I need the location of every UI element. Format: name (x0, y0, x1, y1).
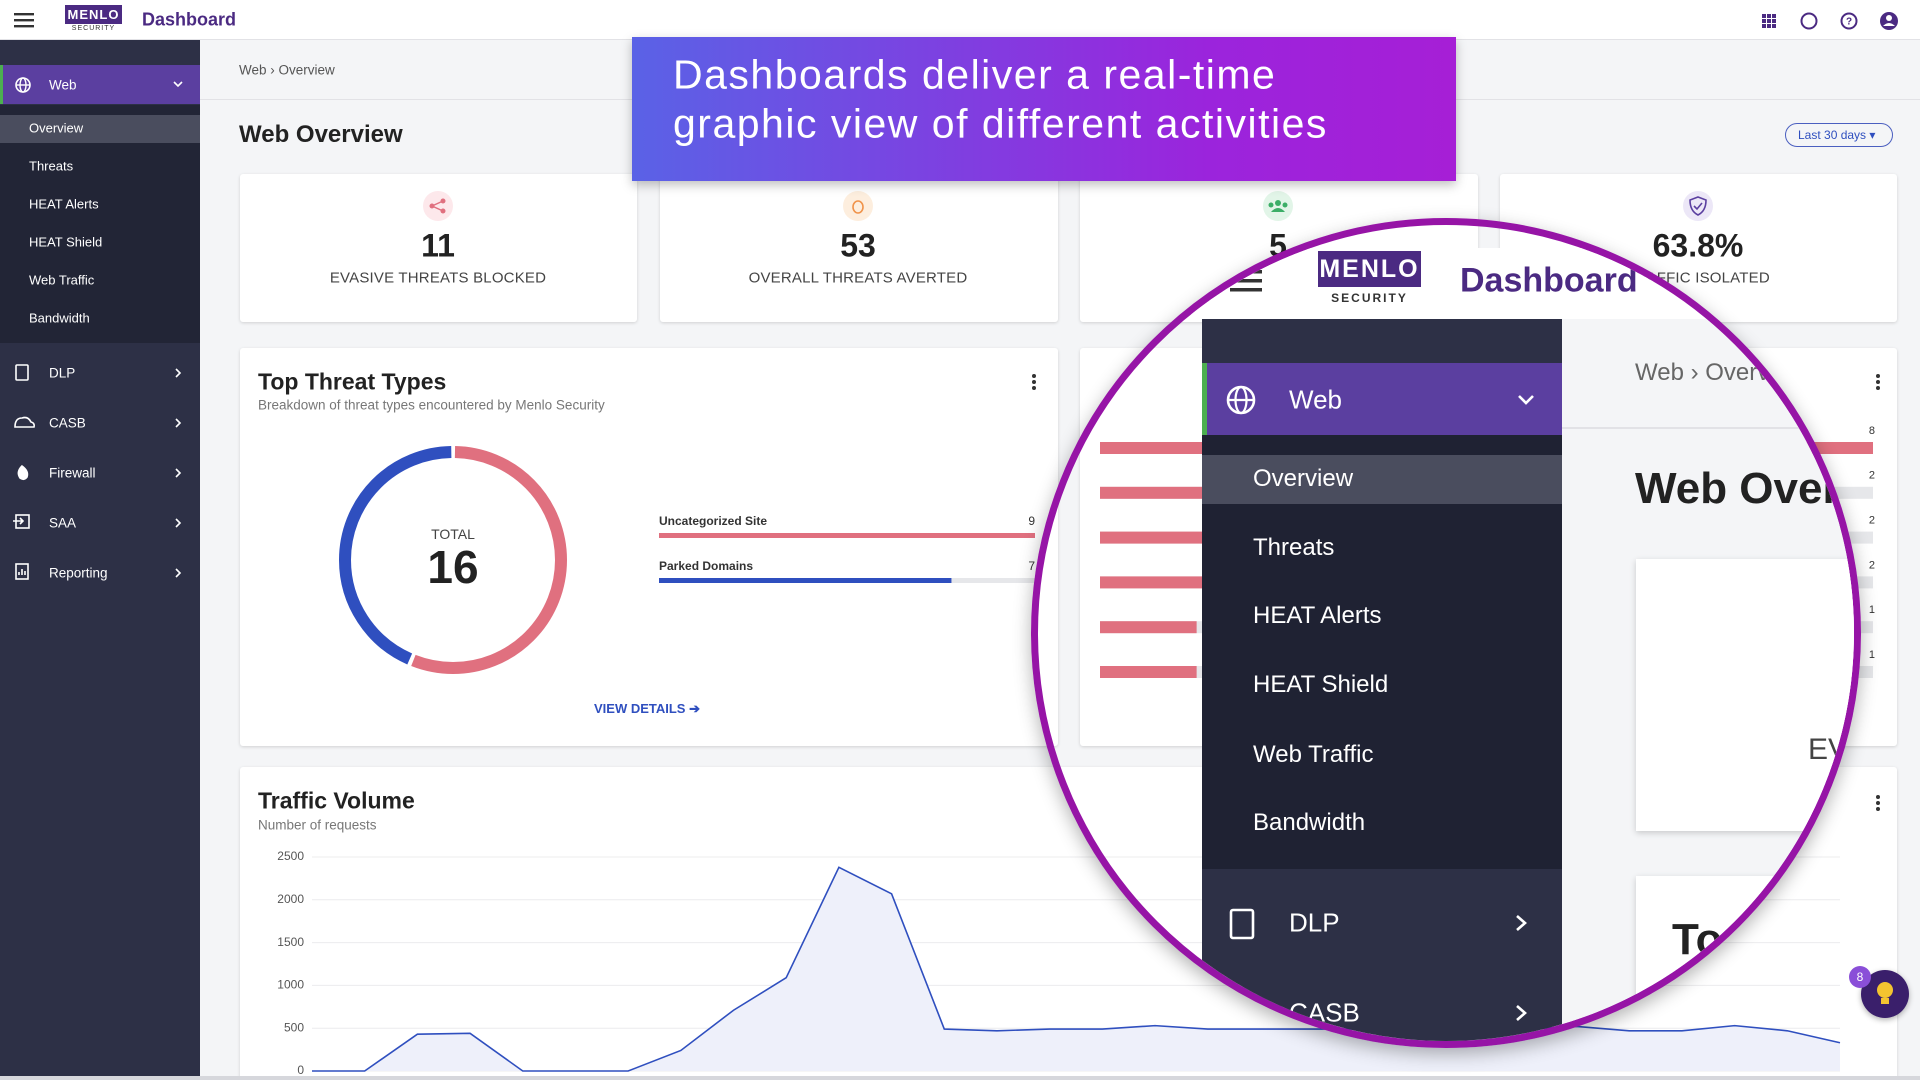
zoom-nav-icons (1229, 908, 1527, 1023)
zoom-stat-label: EVASIVE THREATS BLOCKED (1808, 733, 1861, 766)
apps-icon[interactable] (1762, 14, 1776, 28)
zoom-subnav-label: Web Traffic (1253, 741, 1374, 768)
zoom-divider (1562, 427, 1854, 429)
nav-icons (13, 364, 182, 580)
banner-line: graphic view of different activities (673, 100, 1328, 147)
zoom-logo-name: MENLO (1318, 251, 1421, 287)
nav-label[interactable]: Web (49, 77, 77, 93)
stat-label: OVERALL THREATS AVERTED (748, 269, 968, 287)
subnav-label[interactable]: HEAT Shield (29, 234, 103, 250)
zoom-nav-label: Web (1289, 384, 1342, 415)
bottom-edge (0, 1076, 1920, 1080)
top-bar (0, 0, 1920, 40)
zoom-header (1191, 248, 1653, 319)
breadcrumb: Web › Overview (239, 62, 335, 78)
zoom-nav-label: DLP (1289, 907, 1340, 938)
magnifier: MENLO SECURITY Dashboard Web Overview Th… (1031, 218, 1861, 1048)
zoom-nav-label: CASB (1289, 997, 1360, 1028)
nav-label[interactable]: SAA (49, 515, 77, 531)
banner: Dashboards deliver a real-time graphic v… (632, 37, 1456, 181)
zoom-subnav-label: Threats (1253, 534, 1335, 561)
link-label: VIEW DETAILS (594, 701, 686, 716)
card-menu[interactable] (1031, 372, 1037, 392)
stat-icons (423, 191, 1713, 221)
zoom-logo-tagline: SECURITY (1331, 291, 1408, 305)
svg-text:?: ? (1846, 17, 1852, 28)
stat-value: 11 (421, 227, 455, 264)
zoom-submenu (1202, 435, 1562, 869)
nav-item-active[interactable] (0, 65, 200, 104)
zoom-title: Dashboard (1460, 261, 1638, 300)
bulb-icon (1877, 982, 1893, 1004)
help-icon[interactable] (1840, 12, 1858, 30)
date-filter-label: Last 30 days (1798, 128, 1867, 142)
toolbar-icons: ? (1762, 12, 1898, 30)
zoom-subnav-label: HEAT Alerts (1253, 602, 1382, 629)
banner-line: Dashboards deliver a real-time (673, 51, 1277, 98)
view-details-link[interactable]: VIEW DETAILS ➔ (594, 701, 700, 716)
zoom-nav-active (1202, 363, 1562, 435)
stat-value: 63.8% (1652, 227, 1744, 264)
zoom-subnav-label: Bandwidth (1253, 809, 1366, 836)
notifications-icon[interactable] (1800, 12, 1818, 30)
card-title: Top Threat Types (258, 368, 447, 395)
help-badge: 8 (1849, 966, 1871, 988)
card-menu[interactable] (1875, 372, 1881, 392)
logo-name: MENLO (65, 5, 122, 24)
nav-label[interactable]: Reporting (49, 565, 108, 581)
zoom-web-icon (1226, 385, 1256, 415)
card-subtitle: Breakdown of threat types encountered by… (258, 397, 605, 413)
zoom-subnav-active (1202, 455, 1562, 504)
logo-tagline: SECURITY (71, 25, 116, 32)
card-title: Traffic Volume (258, 787, 415, 814)
zoom-card-title: Top Threat Types (1672, 915, 1857, 964)
subnav-label[interactable]: Bandwidth (29, 310, 90, 326)
date-filter[interactable]: Last 30 days ▾ (1785, 123, 1893, 147)
card-subtitle: Number of requests (258, 817, 377, 833)
subnav-label[interactable]: Overview (29, 120, 84, 136)
zoom-card (1636, 559, 1854, 831)
menu-button[interactable] (14, 11, 36, 29)
nav-label[interactable]: CASB (49, 415, 86, 431)
logo[interactable]: MENLO SECURITY (65, 5, 122, 34)
zoom-chevron (1518, 395, 1534, 405)
subnav-label[interactable]: Threats (29, 158, 74, 174)
web-icon (15, 77, 31, 93)
submenu (0, 105, 200, 343)
subnav-label[interactable]: Web Traffic (29, 272, 95, 288)
app-title: Dashboard (142, 9, 237, 30)
zoom-card (1636, 876, 1854, 1041)
zoom-menu-button (1230, 270, 1262, 292)
nav-label[interactable]: Firewall (49, 465, 96, 481)
stat-label: EVASIVE THREATS BLOCKED (329, 269, 547, 287)
chevron-down (173, 81, 183, 88)
page-title: Web Overview (239, 121, 403, 148)
zoom-logo: MENLO SECURITY (1318, 251, 1421, 310)
card-menu[interactable] (1875, 793, 1881, 813)
subnav-active (0, 115, 200, 143)
stat-value: 53 (840, 227, 876, 264)
nav-label[interactable]: DLP (49, 365, 76, 381)
donut-total: 16 (427, 541, 479, 593)
zoom-page-title: Web Overview (1635, 464, 1854, 513)
zoom-subnav-label: HEAT Shield (1253, 671, 1389, 698)
zoom-subnav-label: Overview (1253, 465, 1354, 492)
subnav-label[interactable]: HEAT Alerts (29, 196, 99, 212)
zoom-breadcrumb: Web › Overview (1635, 359, 1806, 386)
